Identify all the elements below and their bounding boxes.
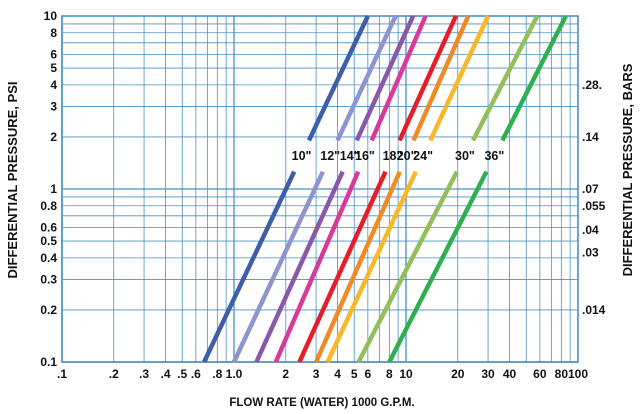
chart-grid — [61, 16, 578, 363]
x-tick-label: .4 — [161, 367, 171, 381]
series-line-6 — [314, 170, 402, 363]
y2-axis-label: DIFFERENTIAL PRESSURE, BARS — [620, 63, 635, 276]
x-tick-label: .8 — [212, 367, 222, 381]
y-axis-ticks: 0.1 0.2 0.3 0.4 0.50.6 0.8 1 2 3 4 56 8 10 — [40, 9, 57, 369]
x-tick-label: 40 — [503, 367, 517, 381]
y-tick-label: 4 — [50, 78, 57, 92]
y2-tick-label: .07 — [582, 182, 599, 196]
x-tick-label: 5 — [351, 367, 358, 381]
series-line-9 — [387, 170, 489, 364]
x-tick-label: 4 — [334, 367, 341, 381]
series-line-8-upper — [470, 14, 540, 142]
series-line-5-upper — [397, 15, 458, 142]
x-tick-label: 2 — [282, 367, 289, 381]
plot-border — [61, 15, 579, 363]
y-tick-label: 0.3 — [40, 272, 57, 286]
x-tick-label: 80 — [555, 367, 569, 381]
series-label-5: 18" — [383, 149, 403, 163]
x-tick-label: 60 — [533, 367, 547, 381]
x-tick-label: .5 — [177, 367, 187, 381]
y-tick-label: 3 — [50, 99, 57, 113]
x-tick-label: 8 — [386, 367, 393, 381]
series-line-4-upper — [369, 15, 428, 142]
series-label-3: 14" — [340, 149, 360, 163]
chart-series — [202, 14, 568, 364]
series-line-5 — [297, 170, 388, 363]
x-tick-label: 6 — [364, 367, 371, 381]
y-tick-label: 0.8 — [40, 199, 57, 213]
series-line-1-upper — [306, 15, 370, 142]
y-tick-label: 8 — [50, 26, 57, 40]
y-axis-label: DIFFERENTIAL PRESSURE, PSI — [5, 82, 20, 279]
series-line-7-upper — [428, 15, 491, 142]
x-tick-label: 3 — [313, 367, 320, 381]
series-line-4 — [273, 170, 361, 363]
x-tick-label: .1 — [57, 367, 67, 381]
series-line-6-upper — [411, 15, 471, 142]
x-tick-label: .2 — [109, 367, 119, 381]
y-tick-label: 0.5 — [40, 234, 57, 248]
x-tick-label: 100 — [568, 367, 588, 381]
x-axis-label: FLOW RATE (WATER) 1000 G.P.M. — [229, 397, 414, 409]
series-line-9-upper — [500, 14, 568, 142]
x-tick-label: .6 — [191, 367, 201, 381]
x-tick-label: 10 — [399, 367, 413, 381]
y-tick-label: 0.4 — [40, 251, 57, 265]
x-tick-label: 1.0 — [226, 367, 243, 381]
series-line-3 — [254, 170, 345, 363]
x-axis-ticks: .1 .2 .3 .4 .5 .6 .8 1.0 2 3 4 5 6 8 10 20 30 40 60 80 100 — [57, 367, 588, 381]
y2-tick-label: .28. — [582, 78, 602, 92]
series-line-2 — [231, 170, 325, 363]
y2-tick-label: .03 — [582, 245, 599, 259]
series-label-6: 20" — [397, 149, 417, 163]
y2-axis-ticks: .014 .03 .04 .055 .07 .14 .28. — [582, 78, 606, 317]
x-tick-label: 30 — [481, 367, 495, 381]
series-label-8: 30" — [455, 149, 475, 163]
y-tick-label: 10 — [44, 9, 58, 23]
series-label-9: 36" — [484, 149, 504, 163]
series-line-1 — [202, 170, 297, 363]
y-tick-label: 2 — [50, 130, 57, 144]
y2-tick-label: .04 — [582, 223, 599, 237]
x-tick-label: 20 — [451, 367, 465, 381]
y2-tick-label: .055 — [582, 199, 606, 213]
series-line-7 — [325, 170, 418, 363]
y-tick-label: 0.2 — [40, 303, 57, 317]
series-line-2-upper — [335, 15, 398, 142]
x-tick-label: .3 — [139, 367, 149, 381]
y-tick-label: 6 — [50, 47, 57, 61]
y2-tick-label: .14 — [582, 130, 599, 144]
y-tick-label: 1 — [50, 182, 57, 196]
series-line-3-upper — [354, 15, 416, 142]
y-tick-label: 0.6 — [40, 220, 57, 234]
y-tick-label: 0.1 — [40, 355, 57, 369]
y2-tick-label: .014 — [582, 303, 606, 317]
series-label-7: 24" — [413, 149, 433, 163]
series-labels: 10" 12" 14"16" 18"20"24" 30" 36" — [292, 149, 505, 163]
series-line-8 — [356, 170, 459, 364]
series-label-2: 12" — [320, 149, 340, 163]
y-tick-label: 5 — [50, 61, 57, 75]
series-label-4: 16" — [355, 149, 375, 163]
series-label-1: 10" — [292, 149, 312, 163]
